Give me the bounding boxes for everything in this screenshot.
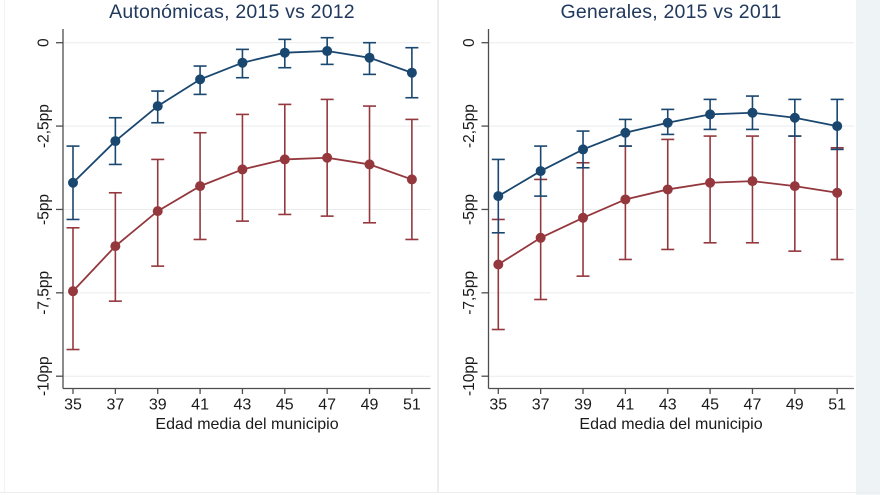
x-axis-label-generales: Edad media del municipio [579, 416, 763, 433]
series-maroon-marker [832, 187, 843, 198]
series-navy-marker [535, 166, 546, 177]
series-navy-marker [279, 47, 290, 58]
series-navy-marker [620, 127, 631, 138]
x-tick-label: 41 [616, 397, 634, 414]
series-navy-marker [705, 109, 716, 120]
x-tick-label: 49 [361, 397, 379, 414]
series-navy-marker [322, 46, 333, 57]
x-axis-label-autonomicas: Edad media del municipio [155, 416, 339, 433]
series-maroon-marker [279, 154, 290, 165]
series-maroon-marker [110, 241, 121, 252]
x-tick-label: 49 [786, 397, 804, 414]
y-tick-label: -2,5pp [461, 104, 478, 148]
x-tick-label: 51 [403, 397, 421, 414]
series-navy-marker [364, 52, 375, 63]
series-navy-marker [152, 101, 163, 112]
series-maroon-marker [322, 152, 333, 163]
chart-title-generales: Generales, 2015 vs 2011 [560, 1, 782, 23]
y-tick-label: -7,5pp [461, 271, 478, 315]
series-navy-marker [68, 177, 78, 188]
panel-generales: 0 -2,5pp -5pp -7,5pp -10pp 35 37 39 41 43 45 47 49 51 [461, 29, 854, 414]
series-maroon-marker [68, 286, 78, 297]
y-tick-label: -10pp [461, 356, 478, 396]
bottom-edge-line [0, 492, 880, 493]
x-tick-label: 37 [532, 397, 550, 414]
series-navy-marker [110, 136, 121, 147]
series-maroon-marker [789, 181, 800, 192]
panel-autonomicas: 0 -2,5pp -5pp -7,5pp -10pp 35 37 39 41 43 45 47 49 51 [36, 29, 431, 414]
series-navy-marker [493, 191, 504, 202]
series-maroon-marker [578, 212, 589, 223]
y-tick-label: 0 [461, 38, 478, 47]
x-tick-label: 47 [318, 397, 336, 414]
x-tick-label: 45 [701, 397, 719, 414]
series-navy-marker [747, 107, 758, 118]
y-tick-label: -5pp [461, 194, 478, 225]
x-tick-label: 45 [276, 397, 294, 414]
series-navy-marker [832, 121, 843, 132]
x-tick-label: 47 [744, 397, 762, 414]
series-maroon-marker [535, 232, 546, 243]
series-maroon-marker [364, 159, 375, 170]
left-edge-line [4, 0, 5, 492]
series-maroon-marker [237, 164, 248, 175]
series-maroon-marker [493, 259, 504, 270]
x-tick-label: 35 [489, 397, 507, 414]
series-maroon-error-bars [491, 135, 844, 331]
series-maroon-marker [406, 174, 417, 185]
y-tick-label: -10pp [36, 356, 53, 396]
x-tick-label: 43 [234, 397, 252, 414]
series-navy-marker [237, 57, 248, 68]
series-maroon-marker [152, 206, 163, 217]
series-maroon-marker [747, 176, 758, 187]
series-maroon-marker [620, 194, 631, 205]
series-navy-marker [789, 112, 800, 123]
series-navy-marker [662, 117, 673, 128]
x-tick-label: 39 [149, 397, 167, 414]
series-maroon-marker [705, 177, 716, 188]
right-margin-strip [856, 0, 880, 495]
series-navy-marker [578, 144, 589, 155]
y-tick-label: -2,5pp [36, 104, 53, 148]
x-tick-label: 35 [64, 397, 82, 414]
x-tick-label: 41 [191, 397, 209, 414]
y-tick-label: 0 [36, 38, 53, 47]
series-maroon-marker [195, 181, 206, 192]
y-tick-label: -5pp [36, 194, 53, 225]
series-maroon-marker [662, 184, 673, 195]
panel-divider [436, 0, 439, 492]
x-tick-label: 51 [828, 397, 846, 414]
x-tick-label: 37 [106, 397, 124, 414]
chart-title-autonomicas: Autonómicas, 2015 vs 2012 [109, 1, 355, 23]
series-navy-marker [406, 67, 417, 78]
y-tick-label: -7,5pp [36, 271, 53, 315]
x-tick-label: 39 [574, 397, 592, 414]
x-tick-label: 43 [659, 397, 677, 414]
series-navy-marker [195, 74, 206, 85]
